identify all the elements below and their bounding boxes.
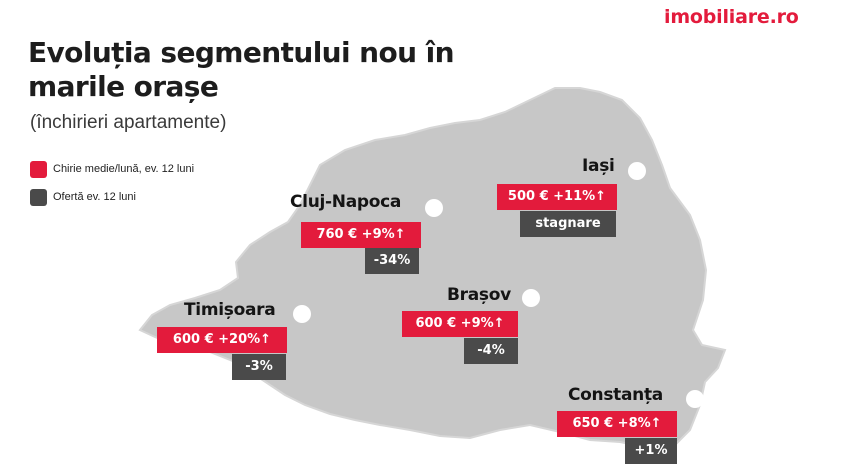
legend-item-offer: Ofertă ev. 12 luni: [30, 188, 194, 206]
city-marker-timisoara: [293, 305, 311, 323]
city-marker-iasi: [628, 162, 646, 180]
city-name-brasov: Brașov: [447, 285, 511, 305]
brand-logo: imobiliare.ro: [664, 6, 799, 28]
rent-badge-iasi: 500 € +11%↑: [497, 184, 617, 210]
legend-swatch-offer: [30, 188, 47, 206]
rent-badge-brasov: 600 € +9%↑: [402, 311, 518, 337]
legend-label-offer: Ofertă ev. 12 luni: [53, 191, 136, 203]
legend-label-rent: Chirie medie/lună, ev. 12 luni: [53, 163, 195, 175]
page-subtitle: (închirieri apartamente): [30, 112, 227, 133]
city-name-timisoara: Timișoara: [184, 300, 276, 320]
city-marker-brasov: [522, 289, 540, 307]
page-title: Evoluția segmentului nou în marile orașe: [28, 36, 455, 104]
offer-badge-brasov: -4%: [464, 338, 518, 364]
legend-item-rent: Chirie medie/lună, ev. 12 luni: [30, 160, 194, 178]
city-marker-cluj-napoca: [425, 199, 443, 217]
title-line-1: Evoluția segmentului nou în: [28, 36, 455, 69]
city-marker-constanta: [686, 390, 704, 408]
city-name-iasi: Iași: [582, 156, 615, 176]
offer-badge-iasi: stagnare: [520, 211, 616, 237]
title-line-2: marile orașe: [28, 70, 219, 103]
rent-badge-timisoara: 600 € +20%↑: [157, 327, 287, 353]
offer-badge-constanta: +1%: [625, 438, 677, 464]
legend-swatch-rent: [30, 160, 47, 178]
offer-badge-cluj-napoca: -34%: [365, 248, 419, 274]
city-name-constanta: Constanța: [568, 385, 663, 405]
offer-badge-timisoara: -3%: [232, 354, 286, 380]
rent-badge-cluj-napoca: 760 € +9%↑: [301, 222, 421, 248]
legend: Chirie medie/lună, ev. 12 luni Ofertă ev…: [30, 160, 194, 216]
city-name-cluj-napoca: Cluj-Napoca: [290, 192, 402, 212]
rent-badge-constanta: 650 € +8%↑: [557, 411, 677, 437]
romania-map-shape: [138, 87, 727, 450]
